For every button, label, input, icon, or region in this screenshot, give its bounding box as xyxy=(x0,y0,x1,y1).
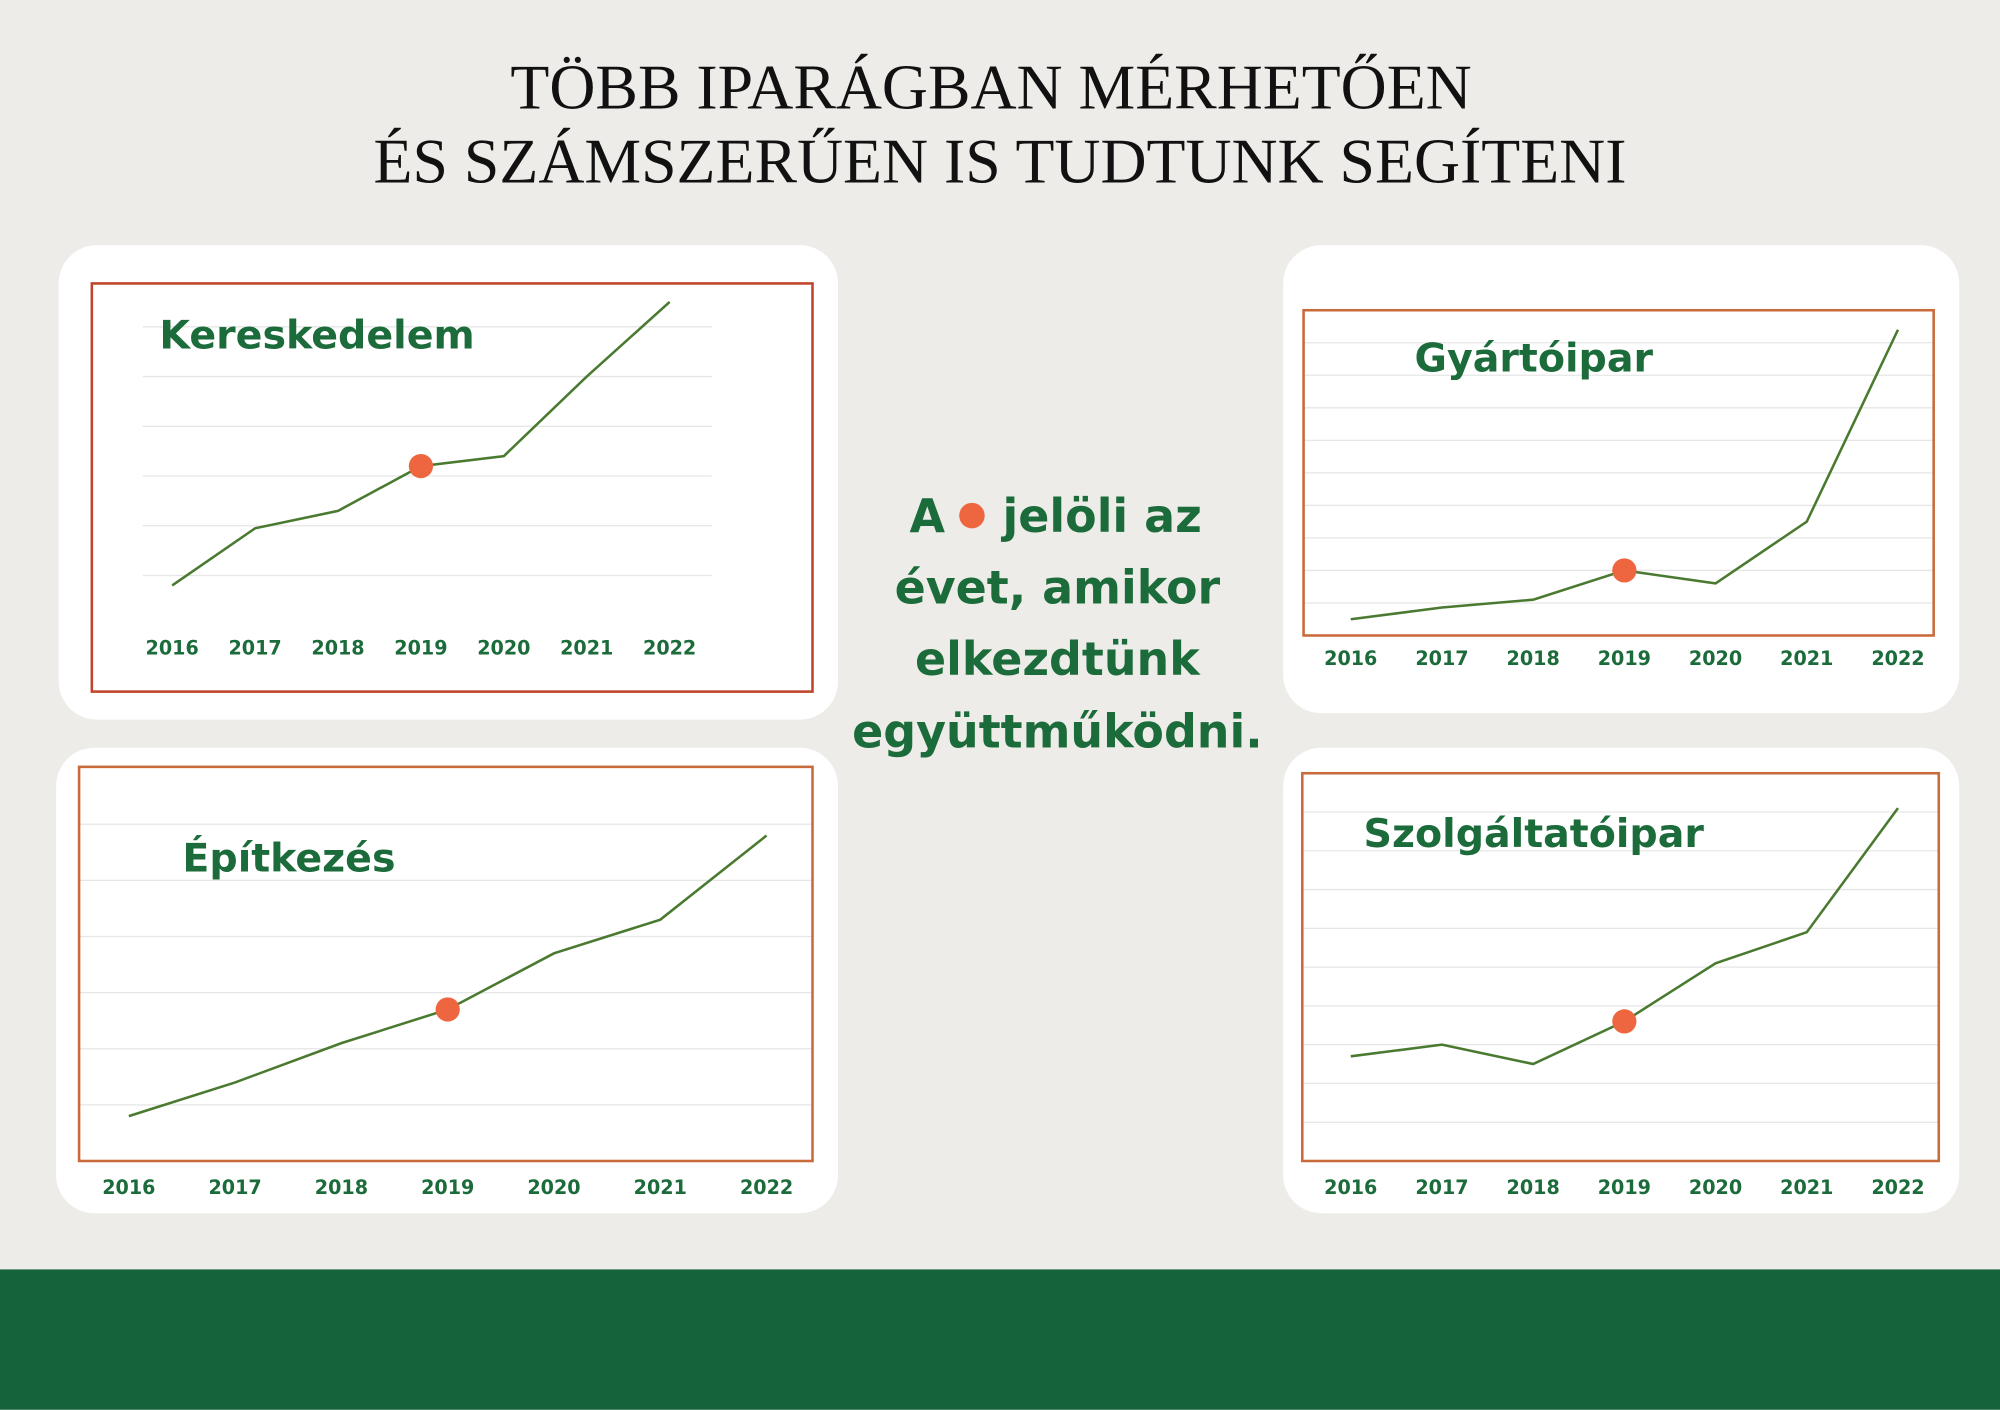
x-tick-label: 2020 xyxy=(527,1176,580,1199)
x-tick-label: 2019 xyxy=(394,637,447,660)
note-text: jelöli az xyxy=(1001,489,1202,543)
highlight-point xyxy=(1612,1009,1637,1034)
chart-title: Szolgáltatóipar xyxy=(1364,811,1705,857)
page-title: TÖBB IPARÁGBAN MÉRHETŐEN xyxy=(510,52,1471,123)
highlight-point xyxy=(1612,558,1637,583)
x-tick-label: 2018 xyxy=(1507,1176,1560,1199)
card xyxy=(1283,747,1960,1214)
x-tick-label: 2018 xyxy=(311,637,364,660)
x-tick-label: 2017 xyxy=(228,637,281,660)
x-tick-label: 2016 xyxy=(1324,1176,1377,1199)
x-tick-label: 2022 xyxy=(1871,647,1924,670)
chart-frame xyxy=(77,765,814,1163)
note-text: elkezdtünk xyxy=(915,632,1201,686)
x-tick-label: 2021 xyxy=(634,1176,687,1199)
chart-title: Gyártóipar xyxy=(1415,335,1654,381)
highlight-point xyxy=(408,453,434,479)
x-tick-label: 2022 xyxy=(740,1176,793,1199)
x-tick-label: 2019 xyxy=(421,1176,474,1199)
chart-frame xyxy=(1302,308,1935,637)
footer-band xyxy=(0,1269,2000,1410)
chart-title: Kereskedelem xyxy=(159,312,474,358)
note-text: évet, amikor xyxy=(895,561,1221,615)
x-tick-label: 2021 xyxy=(560,637,613,660)
page-title: ÉS SZÁMSZERŰEN IS TUDTUNK SEGÍTENI xyxy=(374,126,1627,197)
x-tick-label: 2021 xyxy=(1780,647,1833,670)
x-tick-label: 2020 xyxy=(1689,647,1742,670)
card xyxy=(58,245,839,720)
note-text: együttműködni. xyxy=(852,705,1263,759)
chart-title: Építkezés xyxy=(182,834,395,881)
x-tick-label: 2022 xyxy=(1871,1176,1924,1199)
note-text: A xyxy=(910,489,946,543)
x-tick-label: 2021 xyxy=(1780,1176,1833,1199)
x-tick-label: 2022 xyxy=(643,637,696,660)
chart-frame xyxy=(90,282,814,693)
x-tick-label: 2020 xyxy=(1689,1176,1742,1199)
card xyxy=(56,747,839,1214)
x-tick-label: 2017 xyxy=(1415,647,1468,670)
x-tick-label: 2019 xyxy=(1598,647,1651,670)
x-tick-label: 2018 xyxy=(315,1176,368,1199)
x-tick-label: 2020 xyxy=(477,637,530,660)
x-tick-label: 2016 xyxy=(102,1176,155,1199)
x-tick-label: 2017 xyxy=(209,1176,262,1199)
card xyxy=(1283,245,1960,714)
x-tick-label: 2016 xyxy=(146,637,199,660)
x-tick-label: 2016 xyxy=(1324,647,1377,670)
charts: Kereskedelem 2016 2017 2018 2019 2020 2021 2022… xyxy=(77,282,1941,1199)
x-tick-label: 2018 xyxy=(1507,647,1560,670)
x-tick-label: 2019 xyxy=(1598,1176,1651,1199)
chart-frame xyxy=(1301,771,1941,1163)
note-dot xyxy=(959,502,985,529)
highlight-point xyxy=(435,997,460,1022)
x-tick-label: 2017 xyxy=(1415,1176,1468,1199)
